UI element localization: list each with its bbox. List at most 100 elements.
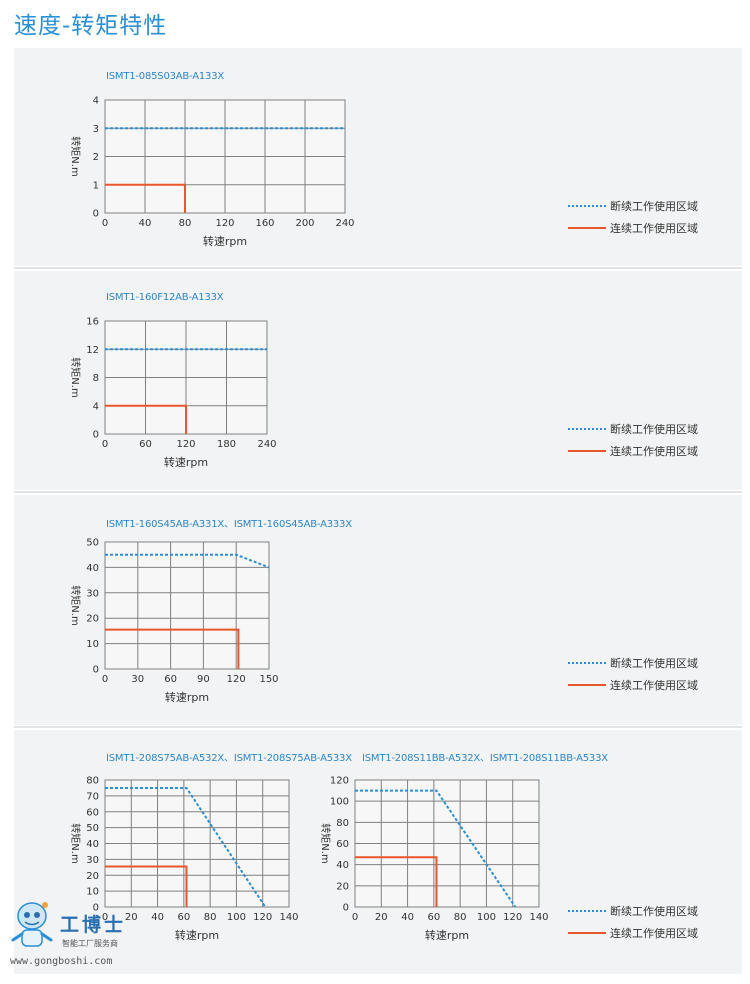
x-tick-label: 240 [335, 218, 354, 229]
x-tick-label: 0 [102, 218, 108, 229]
x-tick-label: 140 [279, 912, 298, 923]
x-tick-label: 0 [102, 439, 108, 450]
legend-label: 连续工作使用区域 [610, 222, 698, 235]
x-tick-label: 120 [215, 218, 234, 229]
panel-divider [14, 491, 742, 493]
intermittent-series-line [105, 786, 267, 908]
solid-line-swatch [568, 450, 606, 452]
x-tick-label: 120 [253, 912, 272, 923]
y-tick-label: 30 [86, 855, 99, 866]
legend: 断续工作使用区域 连续工作使用区域 [568, 198, 728, 238]
x-tick-label: 0 [102, 674, 108, 685]
legend-label: 断续工作使用区域 [610, 905, 698, 918]
y-axis-label: 转矩N.m [69, 585, 82, 625]
x-tick-label: 60 [177, 912, 190, 923]
robot-mascot-icon [11, 902, 53, 947]
y-tick-label: 16 [86, 317, 99, 328]
x-tick-label: 20 [125, 912, 138, 923]
y-tick-label: 80 [86, 776, 99, 787]
x-tick-label: 30 [131, 674, 144, 685]
x-tick-label: 40 [401, 912, 414, 923]
y-tick-label: 70 [86, 791, 99, 802]
watermark-slogan: 智能工厂服务商 [62, 939, 118, 948]
continuous-series-line [105, 183, 186, 213]
y-axis-label: 转矩N.m [69, 136, 82, 176]
chart-title: ISMT1-160S45AB-A331X、ISMT1-160S45AB-A333… [106, 519, 352, 530]
y-tick-label: 40 [86, 839, 99, 850]
panel-divider [14, 267, 742, 269]
chart-title: ISMT1-160F12AB-A133X [106, 292, 224, 303]
y-tick-label: 0 [343, 903, 349, 914]
continuous-series-line [355, 856, 438, 907]
y-tick-label: 1 [93, 180, 99, 191]
x-tick-label: 240 [257, 439, 276, 450]
x-tick-label: 60 [164, 674, 177, 685]
y-tick-label: 0 [93, 430, 99, 441]
y-axis-label: 转矩N.m [69, 357, 82, 397]
watermark-logo: 工博士 智能工厂服务商 www.gongboshi.com [8, 900, 138, 974]
y-tick-label: 0 [93, 665, 99, 676]
y-tick-label: 80 [336, 818, 349, 829]
legend: 断续工作使用区域 连续工作使用区域 [568, 421, 728, 461]
x-tick-label: 100 [477, 912, 496, 923]
panel-divider [14, 726, 742, 728]
legend-label: 连续工作使用区域 [610, 927, 698, 940]
x-tick-label: 120 [227, 674, 246, 685]
y-tick-label: 3 [93, 124, 99, 135]
legend-label: 断续工作使用区域 [610, 200, 698, 213]
y-tick-label: 50 [86, 823, 99, 834]
y-tick-label: 120 [330, 776, 349, 787]
y-tick-label: 100 [330, 797, 349, 808]
x-tick-label: 180 [217, 439, 236, 450]
solid-line-swatch [568, 227, 606, 229]
x-tick-label: 40 [139, 218, 152, 229]
y-tick-label: 50 [86, 538, 99, 549]
x-axis-label: 转速rpm [164, 455, 208, 469]
legend-label: 连续工作使用区域 [610, 445, 698, 458]
y-tick-label: 20 [86, 871, 99, 882]
y-tick-label: 2 [93, 152, 99, 163]
x-tick-label: 100 [227, 912, 246, 923]
y-tick-label: 40 [336, 860, 349, 871]
continuous-series-line [105, 404, 187, 434]
solid-line-swatch [568, 684, 606, 686]
dotted-line-swatch [568, 205, 606, 207]
x-tick-label: 160 [255, 218, 274, 229]
y-tick-label: 10 [86, 639, 99, 650]
chart-title: ISMT1-208S11BB-A532X、ISMT1-208S11BB-A533… [362, 753, 608, 764]
x-tick-label: 90 [197, 674, 210, 685]
intermittent-series-line [105, 553, 270, 569]
x-axis-label: 转速rpm [175, 928, 219, 942]
legend: 断续工作使用区域 连续工作使用区域 [568, 655, 728, 695]
x-tick-label: 150 [259, 674, 278, 685]
x-tick-label: 40 [151, 912, 164, 923]
y-tick-label: 60 [86, 807, 99, 818]
continuous-series-line [105, 628, 240, 669]
y-tick-label: 40 [86, 563, 99, 574]
watermark-brand: 工博士 [60, 914, 127, 936]
intermittent-series-line [355, 789, 517, 908]
continuous-series-line [105, 865, 188, 907]
dotted-line-swatch [568, 428, 606, 430]
chart-title: ISMT1-208S75AB-A532X、ISMT1-208S75AB-A533… [106, 753, 352, 764]
x-axis-label: 转速rpm [425, 928, 469, 942]
x-tick-label: 60 [139, 439, 152, 450]
x-tick-label: 80 [179, 218, 192, 229]
y-tick-label: 12 [86, 345, 99, 356]
y-tick-label: 0 [93, 209, 99, 220]
x-tick-label: 120 [176, 439, 195, 450]
y-tick-label: 30 [86, 588, 99, 599]
legend-label: 断续工作使用区域 [610, 657, 698, 670]
solid-line-swatch [568, 932, 606, 934]
y-axis-label: 转矩N.m [319, 823, 332, 863]
y-tick-label: 10 [86, 887, 99, 898]
y-tick-label: 0 [93, 903, 99, 914]
x-axis-label: 转速rpm [165, 690, 209, 704]
dotted-line-swatch [568, 662, 606, 664]
x-tick-label: 120 [503, 912, 522, 923]
x-tick-label: 80 [204, 912, 217, 923]
